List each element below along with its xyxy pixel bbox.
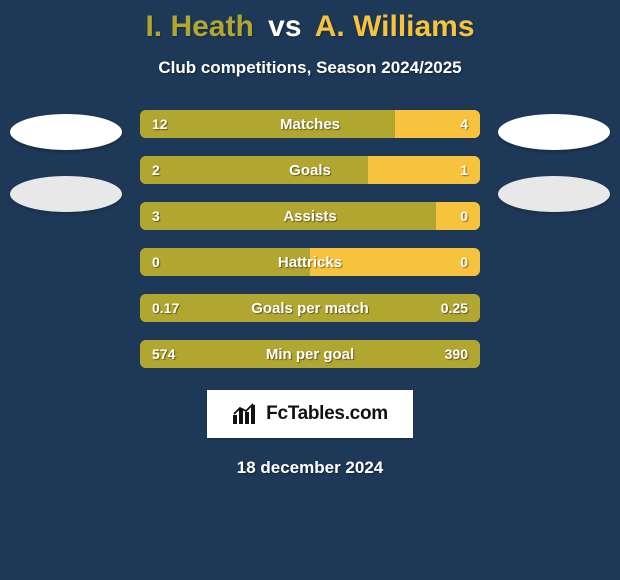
stat-row: 124Matches bbox=[140, 110, 480, 138]
stat-left-value: 0.17 bbox=[152, 294, 179, 322]
vs-text: vs bbox=[268, 10, 301, 43]
stat-right-fill bbox=[436, 202, 480, 230]
player1-nation-badge bbox=[10, 176, 122, 212]
subtitle: Club competitions, Season 2024/2025 bbox=[0, 58, 620, 78]
stat-left-fill bbox=[140, 340, 480, 368]
player2-column bbox=[494, 114, 614, 212]
stat-left-fill bbox=[140, 248, 310, 276]
brand-box[interactable]: FcTables.com bbox=[207, 390, 413, 438]
stat-right-value: 390 bbox=[445, 340, 468, 368]
player2-nation-badge bbox=[498, 176, 610, 212]
stat-right-fill bbox=[310, 248, 480, 276]
brand-text: FcTables.com bbox=[266, 403, 388, 425]
brand-bars-icon bbox=[232, 403, 258, 425]
stat-right-value: 0.25 bbox=[441, 294, 468, 322]
stat-left-value: 2 bbox=[152, 156, 160, 184]
footer-date: 18 december 2024 bbox=[0, 458, 620, 478]
stat-left-fill bbox=[140, 294, 480, 322]
player1-name: I. Heath bbox=[145, 10, 253, 43]
stat-row: 00Hattricks bbox=[140, 248, 480, 276]
stat-left-value: 0 bbox=[152, 248, 160, 276]
stat-right-value: 4 bbox=[460, 110, 468, 138]
stat-right-value: 0 bbox=[460, 202, 468, 230]
stat-left-value: 3 bbox=[152, 202, 160, 230]
stat-left-value: 12 bbox=[152, 110, 168, 138]
comparison-canvas: I. Heath vs A. Williams Club competition… bbox=[0, 0, 620, 580]
stat-left-fill bbox=[140, 202, 436, 230]
player1-column bbox=[6, 114, 126, 212]
player1-club-badge bbox=[10, 114, 122, 150]
stat-right-value: 0 bbox=[460, 248, 468, 276]
stat-left-value: 574 bbox=[152, 340, 175, 368]
stat-row: 574390Min per goal bbox=[140, 340, 480, 368]
stat-left-fill bbox=[140, 110, 395, 138]
stat-left-fill bbox=[140, 156, 368, 184]
player2-club-badge bbox=[498, 114, 610, 150]
stat-row: 0.170.25Goals per match bbox=[140, 294, 480, 322]
stat-right-value: 1 bbox=[460, 156, 468, 184]
player2-name: A. Williams bbox=[315, 10, 475, 43]
stat-row: 30Assists bbox=[140, 202, 480, 230]
stats-bars: 124Matches21Goals30Assists00Hattricks0.1… bbox=[140, 110, 480, 368]
stat-row: 21Goals bbox=[140, 156, 480, 184]
comparison-body: 124Matches21Goals30Assists00Hattricks0.1… bbox=[0, 110, 620, 368]
page-title: I. Heath vs A. Williams bbox=[0, 0, 620, 44]
